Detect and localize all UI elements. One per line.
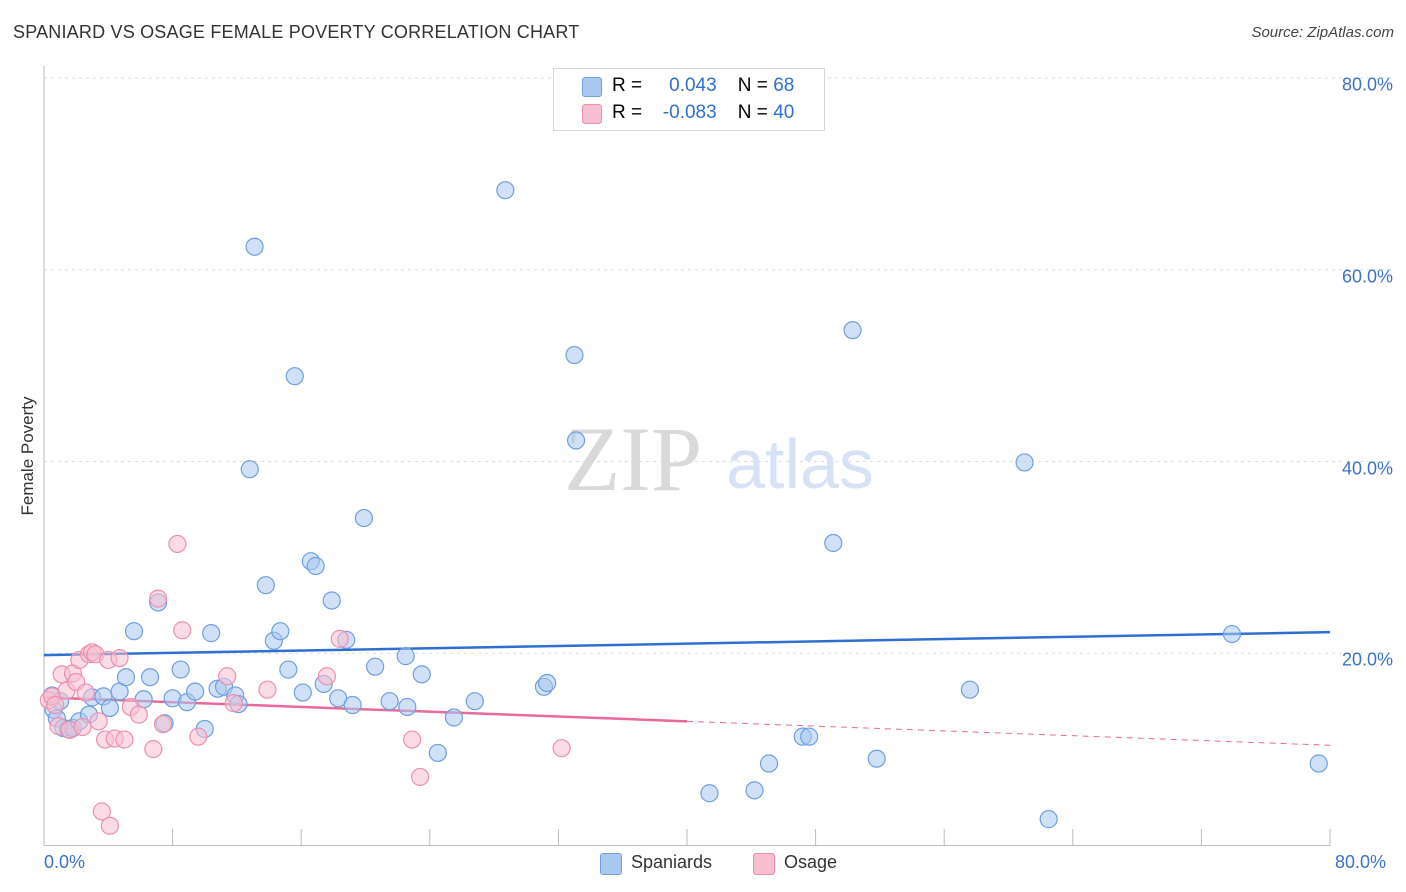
point-spaniards — [867, 749, 886, 768]
point-spaniards — [1309, 754, 1328, 773]
point-spaniards — [745, 781, 764, 800]
trend-line-extrapolated-osage — [686, 720, 1331, 746]
point-spaniards — [271, 622, 290, 641]
point-spaniards — [124, 622, 144, 641]
watermark-zip: ZIP — [564, 408, 702, 510]
point-osage — [115, 730, 134, 749]
point-osage — [173, 621, 192, 640]
legend-r-value: 0.043 — [669, 75, 717, 96]
point-spaniards — [396, 647, 415, 666]
legend-n-label: N = — [737, 75, 768, 96]
point-osage — [189, 727, 208, 746]
point-osage — [258, 680, 277, 699]
point-osage — [46, 695, 65, 715]
legend-n-label: N = — [737, 102, 768, 123]
bottom-legend-swatch-spaniards — [600, 853, 622, 875]
point-osage — [330, 629, 349, 648]
point-osage — [153, 715, 173, 734]
point-spaniards — [306, 556, 325, 576]
chart-title: SPANIARD VS OSAGE FEMALE POVERTY CORRELA… — [13, 22, 580, 42]
legend-swatch-osage — [582, 104, 602, 124]
point-spaniards — [279, 660, 298, 679]
point-spaniards — [428, 743, 447, 763]
point-osage — [89, 712, 108, 731]
y-tick-label: 80.0% — [1341, 74, 1393, 95]
point-osage — [144, 740, 163, 759]
trend-line-spaniards — [43, 630, 1331, 657]
point-osage — [224, 694, 243, 713]
point-spaniards — [202, 624, 221, 643]
point-spaniards — [100, 698, 120, 717]
x-tick-min: 0.0% — [44, 852, 86, 872]
point-osage — [76, 683, 95, 702]
point-spaniards — [1222, 624, 1242, 644]
bottom-legend-swatch-osage — [753, 853, 775, 875]
legend-n-value: 68 — [773, 75, 795, 96]
y-tick-label: 60.0% — [1341, 266, 1393, 287]
data-points — [39, 181, 1328, 835]
point-osage — [411, 767, 430, 787]
point-spaniards — [566, 431, 586, 450]
gridlines — [44, 77, 1395, 654]
point-osage — [92, 802, 111, 821]
point-spaniards — [444, 708, 464, 727]
point-spaniards — [465, 692, 484, 711]
point-osage — [149, 589, 168, 608]
point-osage — [552, 739, 571, 758]
point-spaniards — [116, 668, 136, 687]
point-spaniards — [171, 660, 190, 679]
point-spaniards — [800, 727, 819, 746]
point-osage — [100, 816, 120, 835]
point-spaniards — [843, 321, 862, 340]
point-spaniards — [412, 665, 431, 684]
point-spaniards — [343, 695, 362, 715]
point-spaniards — [293, 683, 312, 702]
y-tick-label: 20.0% — [1341, 649, 1393, 670]
watermark: ZIP atlas — [564, 408, 874, 510]
point-spaniards — [186, 682, 205, 701]
point-osage — [218, 667, 237, 686]
point-spaniards — [256, 576, 275, 595]
point-spaniards — [1039, 810, 1058, 829]
point-spaniards — [398, 697, 417, 717]
legend-n-value: 40 — [773, 102, 795, 123]
legend-row-osage: R = -0.083 N = 40 — [612, 102, 794, 124]
legend-r-label: R = — [612, 102, 643, 123]
point-osage — [129, 705, 148, 724]
point-spaniards — [285, 367, 304, 386]
point-spaniards — [824, 533, 843, 553]
legend-r-value: -0.083 — [662, 102, 717, 123]
watermark-atlas: atlas — [726, 425, 874, 503]
point-spaniards — [354, 508, 373, 528]
point-spaniards — [245, 237, 264, 256]
point-spaniards — [140, 668, 160, 687]
point-spaniards — [1015, 453, 1034, 472]
bottom-legend-spaniards: Spaniards — [631, 852, 713, 872]
point-osage — [168, 534, 187, 554]
point-osage — [73, 717, 92, 737]
point-spaniards — [496, 181, 515, 200]
point-spaniards — [960, 680, 980, 699]
point-spaniards — [700, 784, 719, 803]
point-spaniards — [565, 345, 584, 365]
point-osage — [317, 667, 337, 686]
legend-swatch-spaniards — [582, 77, 602, 97]
legend-r-label: R = — [612, 75, 643, 96]
axes — [43, 66, 1331, 846]
stats-legend: R = 0.043 N = 68 R = -0.083 N = 40 — [553, 68, 825, 131]
x-tick-max: 80.0% — [1335, 852, 1387, 872]
point-spaniards — [366, 657, 385, 676]
point-spaniards — [759, 754, 779, 773]
legend-row-spaniards: R = 0.043 N = 68 — [612, 75, 794, 97]
point-spaniards — [322, 591, 341, 610]
chart-source: Source: ZipAtlas.com — [1251, 24, 1394, 41]
point-spaniards — [380, 692, 399, 711]
bottom-legend-osage: Osage — [784, 852, 838, 872]
point-osage — [403, 730, 422, 749]
y-tick-label: 40.0% — [1341, 458, 1393, 478]
point-spaniards — [538, 673, 557, 693]
point-spaniards — [240, 460, 259, 479]
point-osage — [110, 648, 129, 668]
